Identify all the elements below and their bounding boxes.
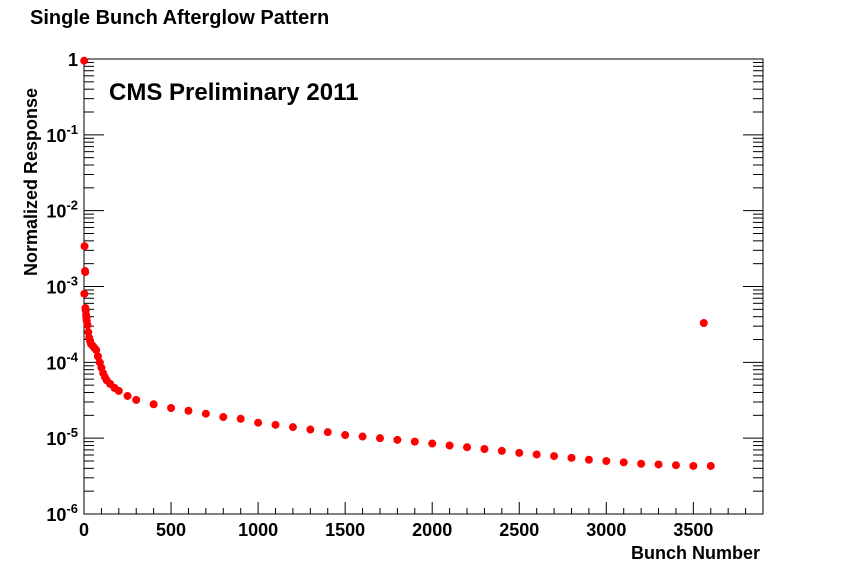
data-point bbox=[80, 56, 89, 65]
x-tick-label: 0 bbox=[79, 520, 89, 540]
y-tick-label: 1 bbox=[68, 50, 78, 70]
data-point bbox=[445, 441, 454, 450]
data-point bbox=[550, 452, 559, 461]
data-point bbox=[358, 432, 367, 441]
data-point bbox=[428, 439, 437, 448]
data-point bbox=[167, 403, 176, 412]
x-tick-label: 2000 bbox=[412, 520, 452, 540]
data-point bbox=[306, 425, 315, 434]
data-point bbox=[619, 458, 628, 467]
y-tick-label: 10-4 bbox=[46, 349, 78, 373]
x-axis-tick-labels: 0 500 1000 1500 2000 2500 3000 3500 bbox=[79, 520, 713, 540]
data-point bbox=[80, 242, 89, 251]
x-tick-label: 3500 bbox=[673, 520, 713, 540]
chart-title: Single Bunch Afterglow Pattern bbox=[30, 7, 329, 29]
data-point bbox=[184, 406, 193, 415]
data-point bbox=[83, 321, 92, 330]
data-point bbox=[699, 319, 708, 328]
x-tick-label: 3000 bbox=[586, 520, 626, 540]
data-point bbox=[602, 456, 611, 465]
data-point bbox=[689, 461, 698, 470]
y-tick-label: 10-2 bbox=[46, 198, 78, 222]
data-point bbox=[219, 413, 228, 422]
x-tick-label: 1000 bbox=[238, 520, 278, 540]
data-point bbox=[480, 444, 489, 453]
data-point bbox=[201, 409, 210, 418]
data-point bbox=[149, 400, 158, 409]
data-point bbox=[497, 446, 506, 455]
y-axis-title: Normalized Response bbox=[21, 88, 41, 276]
data-point bbox=[410, 437, 419, 446]
data-point bbox=[567, 453, 576, 462]
data-point bbox=[654, 460, 663, 469]
data-point bbox=[271, 420, 280, 429]
data-point bbox=[463, 443, 472, 452]
data-point bbox=[236, 414, 245, 423]
data-point bbox=[706, 461, 715, 470]
data-point bbox=[254, 418, 263, 427]
x-axis-title: Bunch Number bbox=[631, 543, 760, 563]
data-point bbox=[81, 268, 90, 277]
chart-annotation: CMS Preliminary 2011 bbox=[109, 79, 358, 106]
data-point bbox=[123, 391, 132, 400]
data-point bbox=[80, 289, 89, 298]
x-tick-label: 2500 bbox=[499, 520, 539, 540]
data-point bbox=[288, 423, 297, 432]
data-point bbox=[93, 352, 102, 361]
y-tick-label: 10-6 bbox=[46, 501, 78, 525]
x-tick-label: 500 bbox=[156, 520, 186, 540]
data-points bbox=[80, 56, 715, 470]
data-point bbox=[132, 395, 141, 404]
data-point bbox=[584, 455, 593, 464]
data-point bbox=[637, 459, 646, 468]
data-point bbox=[671, 461, 680, 470]
data-point bbox=[375, 434, 384, 443]
plot-frame bbox=[83, 58, 764, 515]
y-tick-label: 10-3 bbox=[46, 274, 78, 298]
y-tick-label: 10-5 bbox=[46, 425, 78, 449]
data-point bbox=[114, 386, 123, 395]
data-point bbox=[515, 448, 524, 457]
data-point bbox=[393, 435, 402, 444]
y-tick-label: 10-1 bbox=[46, 122, 78, 146]
data-point bbox=[323, 428, 332, 437]
x-tick-label: 1500 bbox=[325, 520, 365, 540]
data-point bbox=[92, 346, 101, 355]
x-axis-ticks bbox=[83, 502, 764, 514]
y-axis-tick-labels: 1 10-1 10-2 10-3 10-4 10-5 10-6 bbox=[46, 50, 78, 525]
data-point bbox=[341, 431, 350, 440]
y-axis-ticks bbox=[84, 58, 763, 515]
data-point bbox=[532, 450, 541, 459]
